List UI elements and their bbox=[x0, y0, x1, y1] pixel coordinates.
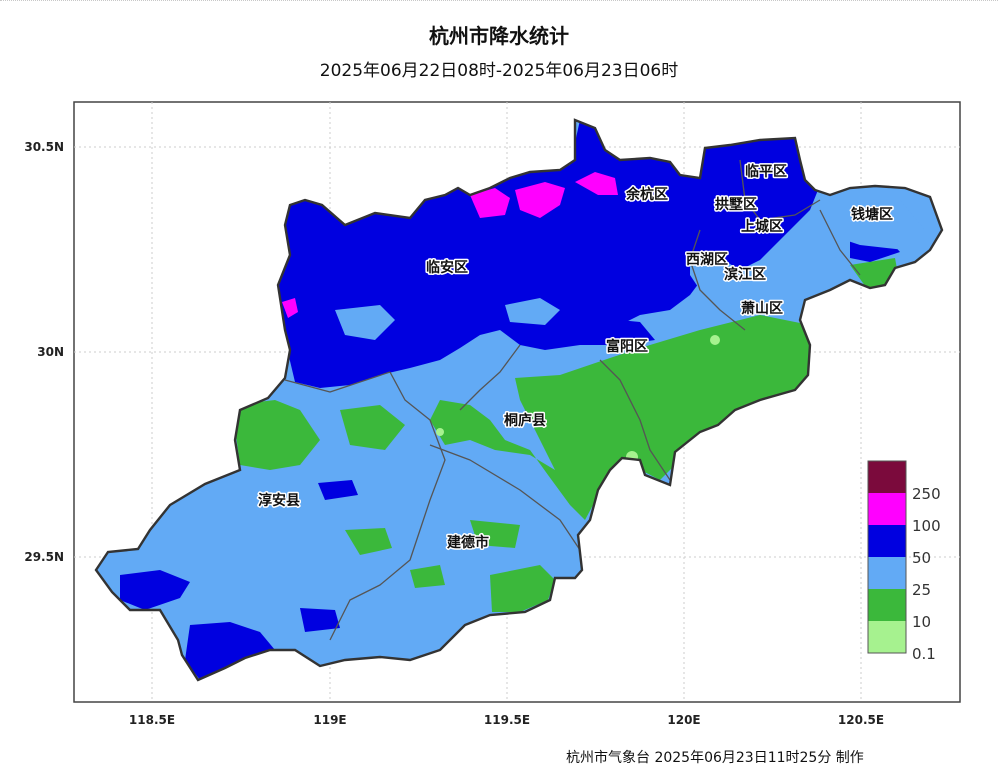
region-label-gongshu: 拱墅区 bbox=[715, 196, 757, 213]
legend-label: 25 bbox=[912, 581, 931, 599]
region-label-xiaoshan: 萧山区 bbox=[741, 300, 783, 317]
legend-swatch-250 bbox=[868, 461, 906, 493]
region-label-jiande: 建德市 bbox=[447, 534, 489, 551]
legend-swatch-10 bbox=[868, 589, 906, 621]
region-label-fuyang: 富阳区 bbox=[606, 338, 648, 355]
region-labels: 余杭区 临平区 拱墅区 上城区 钱塘区 西湖区 滨江区 萧山区 临安区 富阳区 … bbox=[257, 162, 895, 553]
y-tick: 30N bbox=[37, 345, 64, 359]
county-boundaries bbox=[284, 159, 861, 641]
x-axis-ticks: 118.5E 119E 119.5E 120E 120.5E bbox=[129, 713, 884, 727]
region-label-xihu: 西湖区 bbox=[686, 252, 728, 268]
region-label-yuhang: 余杭区 bbox=[625, 186, 668, 203]
legend-swatch-25 bbox=[868, 557, 906, 589]
legend-label: 10 bbox=[912, 613, 931, 631]
y-tick: 30.5N bbox=[24, 140, 64, 154]
x-tick: 119.5E bbox=[484, 713, 530, 727]
legend-swatch-50 bbox=[868, 525, 906, 557]
credit-footer: 杭州市气象台 2025年06月23日11时25分 制作 bbox=[566, 750, 864, 766]
region-label-qiantang: 钱塘区 bbox=[851, 206, 893, 223]
legend-label: 50 bbox=[912, 549, 931, 567]
region-label-binjiang: 滨江区 bbox=[724, 266, 766, 283]
legend-label: 0.1 bbox=[912, 645, 936, 663]
legend-label: 100 bbox=[912, 517, 941, 535]
x-tick: 118.5E bbox=[129, 713, 175, 727]
x-tick: 120E bbox=[667, 713, 700, 727]
top-divider bbox=[0, 0, 998, 1]
y-axis-ticks: 30.5N 30N 29.5N bbox=[24, 140, 64, 564]
x-tick: 120.5E bbox=[838, 713, 884, 727]
legend-swatch-100 bbox=[868, 493, 906, 525]
legend: 250 100 50 25 10 0.1 bbox=[867, 460, 941, 663]
legend-swatch-0.1 bbox=[868, 621, 906, 653]
x-tick: 119E bbox=[313, 713, 346, 727]
y-tick: 29.5N bbox=[24, 550, 64, 564]
map-subtitle: 2025年06月22日08时-2025年06月23日06时 bbox=[319, 61, 679, 81]
region-label-shangcheng: 上城区 bbox=[741, 218, 783, 235]
region-label-linan: 临安区 bbox=[426, 259, 468, 276]
legend-label: 250 bbox=[912, 485, 941, 503]
region-label-tonglu: 桐庐县 bbox=[504, 412, 546, 429]
region-label-linping: 临平区 bbox=[745, 163, 787, 180]
map-title: 杭州市降水统计 bbox=[429, 24, 569, 48]
region-label-chunan: 淳安县 bbox=[258, 492, 300, 509]
